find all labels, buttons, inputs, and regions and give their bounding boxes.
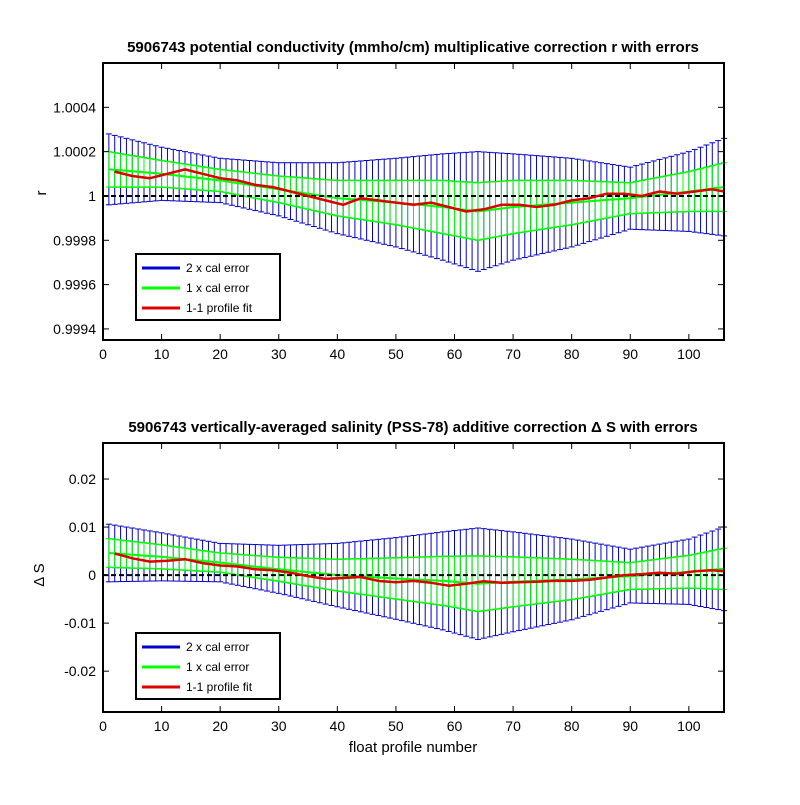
legend-label-cal2: 2 x cal error: [186, 261, 249, 275]
y-tick-label: 0.02: [69, 471, 96, 487]
y-tick-label: 1.0002: [53, 144, 96, 160]
y-tick-label: 1.0004: [53, 99, 96, 115]
cal1-lower-line: [108, 566, 725, 613]
y-tick-label: -0.02: [64, 663, 96, 679]
legend: 2 x cal error 1 x cal error 1-1 profile …: [135, 253, 281, 321]
x-tick-label: 80: [564, 346, 580, 362]
legend-label-cal1: 1 x cal error: [186, 281, 249, 295]
x-tick-label: 10: [154, 718, 170, 734]
x-tick-label: 70: [505, 346, 521, 362]
x-tick-label: 50: [388, 718, 404, 734]
x-tick-label: 40: [330, 718, 346, 734]
legend: 2 x cal error 1 x cal error 1-1 profile …: [135, 632, 281, 700]
x-tick-label: 60: [447, 346, 463, 362]
y-tick-label: 0.01: [69, 519, 96, 535]
chart-title: 5906743 vertically-averaged salinity (PS…: [128, 419, 697, 436]
panel-salinity-correction: 5906743 vertically-averaged salinity (PS…: [31, 419, 727, 756]
x-tick-label: 30: [271, 718, 287, 734]
x-tick-label: 20: [212, 346, 228, 362]
legend-label-cal1: 1 x cal error: [186, 660, 249, 674]
y-tick-label: 0.9996: [53, 277, 96, 293]
legend-label-fit: 1-1 profile fit: [186, 680, 253, 694]
x-tick-label: 20: [212, 718, 228, 734]
series-line-profile-fit: [114, 552, 725, 587]
y-tick-label: 1: [88, 188, 96, 204]
x-tick-label: 50: [388, 346, 404, 362]
x-tick-label: 40: [330, 346, 346, 362]
x-tick-label: 60: [447, 718, 463, 734]
x-tick-label: 100: [677, 718, 701, 734]
cal1-upper-line: [108, 150, 725, 184]
legend-label-cal2: 2 x cal error: [186, 640, 249, 654]
x-axis-label: float profile number: [349, 739, 477, 756]
x-tick-label: 10: [154, 346, 170, 362]
y-axis-label: Δ S: [31, 563, 48, 586]
chart-title: 5906743 potential conductivity (mmho/cm)…: [127, 39, 699, 56]
y-tick-label: 0.9994: [53, 321, 96, 337]
y-tick-label: -0.01: [64, 615, 96, 631]
y-tick-label: 0.9998: [53, 232, 96, 248]
panel-conductivity-correction: 5906743 potential conductivity (mmho/cm)…: [33, 39, 727, 362]
y-axis-label: r: [33, 191, 50, 196]
x-tick-label: 100: [677, 346, 701, 362]
series-line-profile-fit: [114, 168, 725, 213]
cal1-lower-line: [108, 186, 724, 242]
x-tick-label: 30: [271, 346, 287, 362]
x-tick-label: 90: [622, 718, 638, 734]
x-tick-label: 0: [99, 718, 107, 734]
legend-label-fit: 1-1 profile fit: [186, 301, 253, 315]
x-tick-label: 80: [564, 718, 580, 734]
cal1-upper-line: [108, 537, 725, 564]
plot-area-frame: [102, 62, 725, 341]
y-tick-label: 0: [88, 567, 96, 583]
x-tick-label: 90: [622, 346, 638, 362]
x-tick-label: 0: [99, 346, 107, 362]
plot-area-frame: [102, 442, 725, 713]
x-tick-label: 70: [505, 718, 521, 734]
